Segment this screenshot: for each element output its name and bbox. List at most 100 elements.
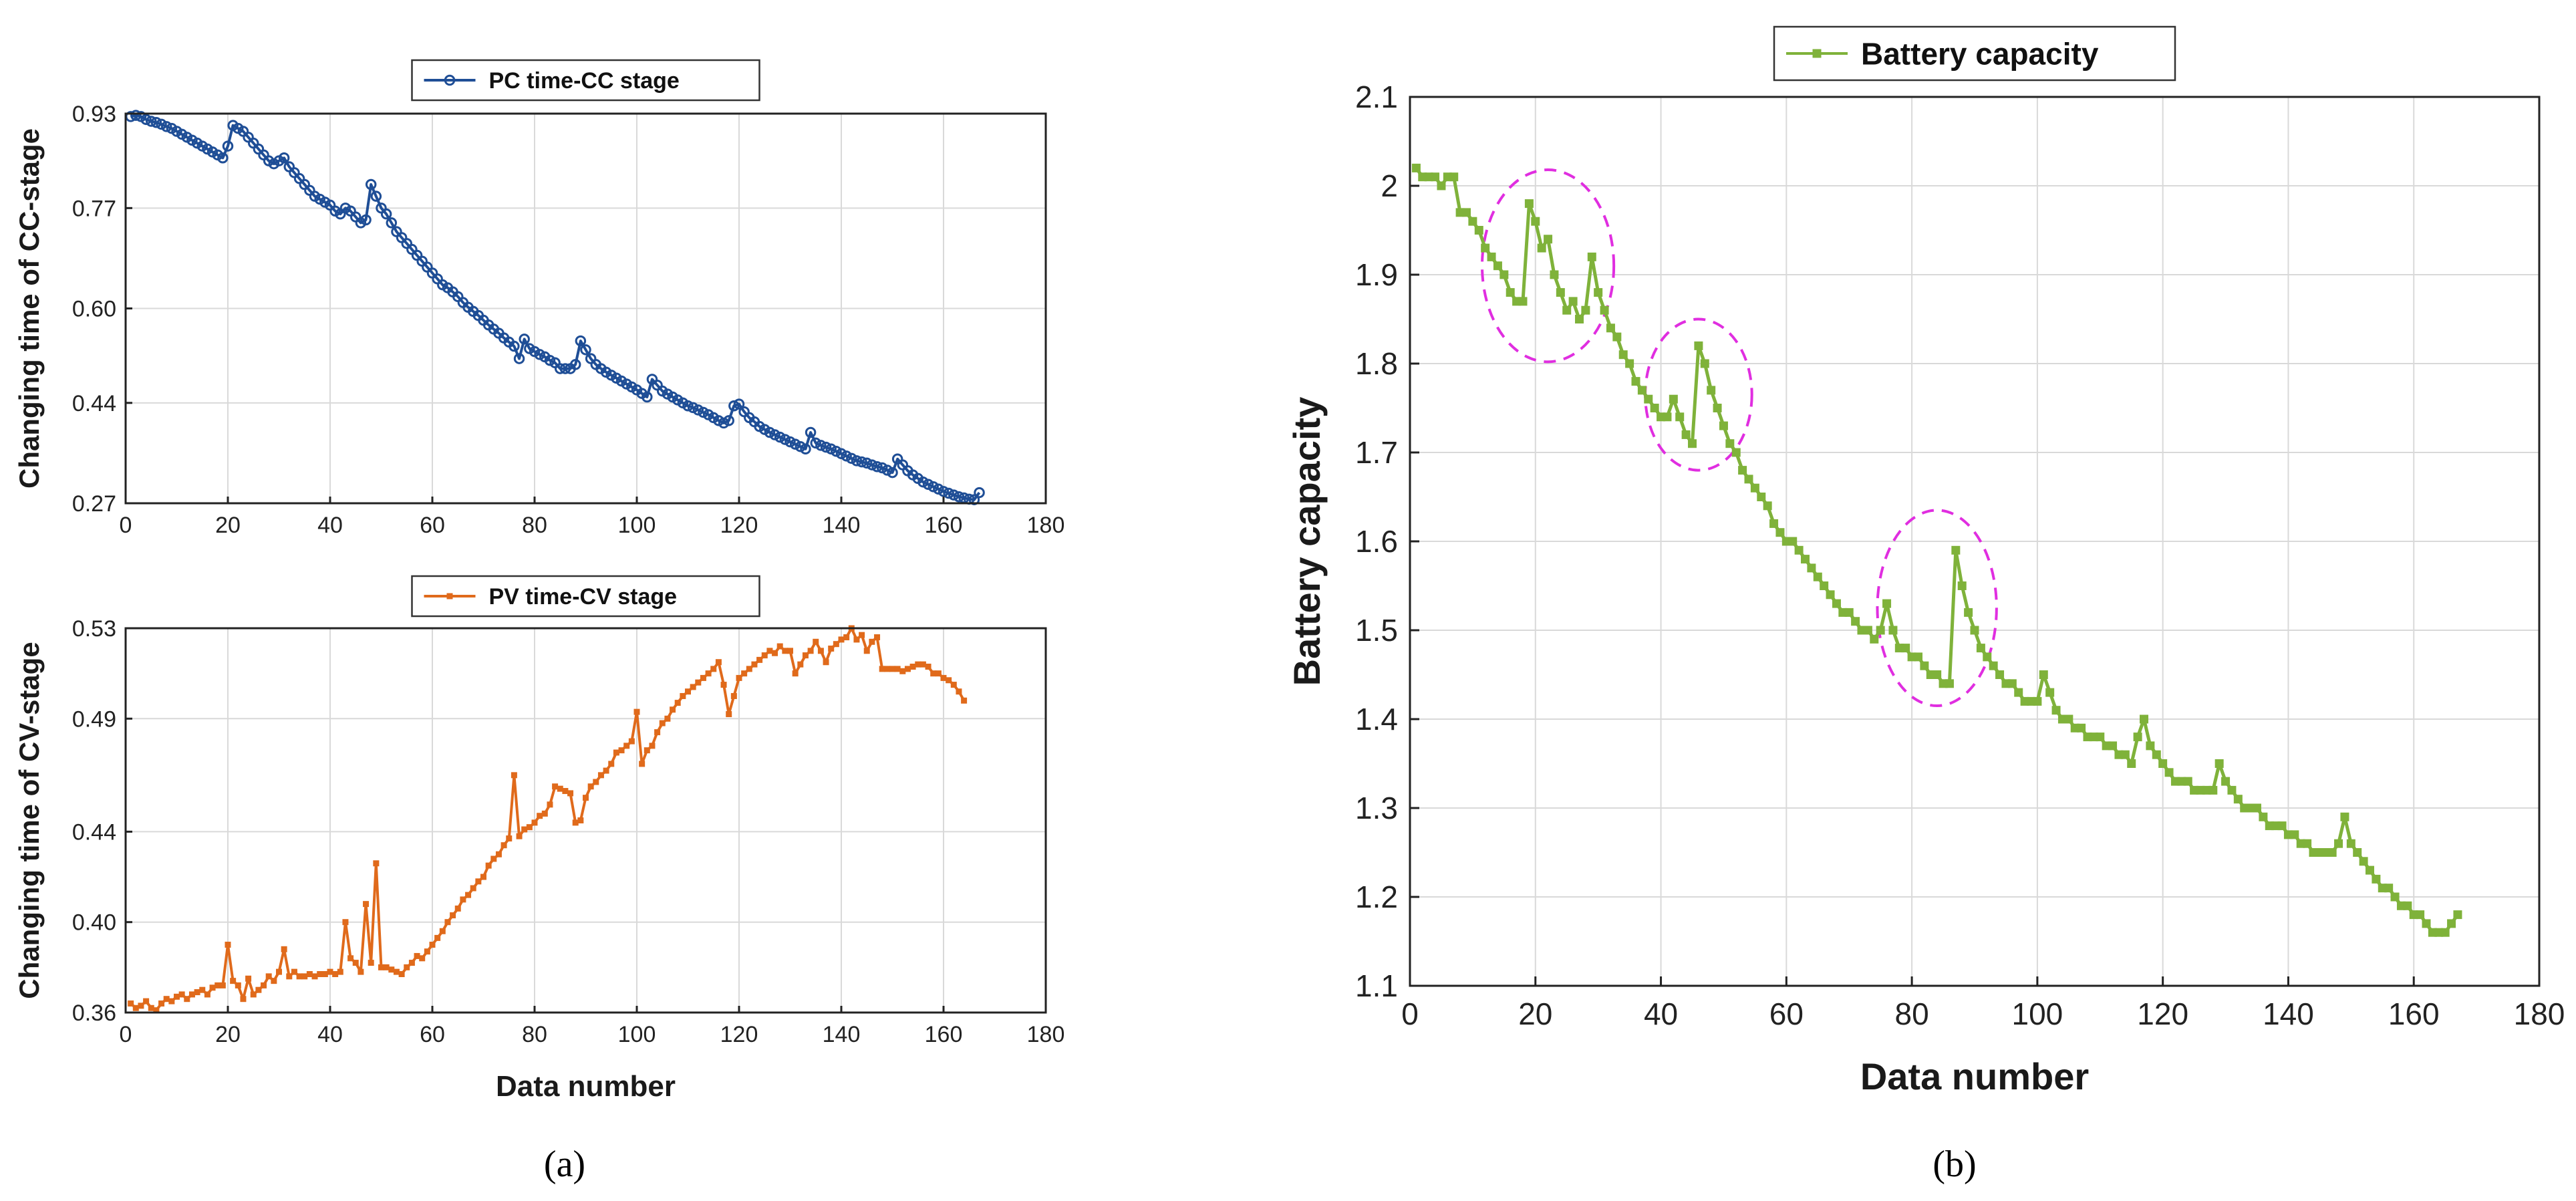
data-point — [1882, 599, 1892, 608]
data-point — [363, 901, 370, 908]
data-point — [761, 652, 768, 659]
data-point — [281, 946, 287, 952]
data-point — [1462, 208, 1471, 217]
data-point — [639, 761, 646, 767]
data-point — [188, 991, 195, 998]
data-point — [2277, 821, 2287, 831]
data-point — [835, 448, 847, 460]
data-point — [736, 674, 742, 681]
data-point — [225, 942, 231, 948]
data-point — [230, 978, 237, 984]
data-point — [386, 217, 398, 229]
data-point — [685, 688, 691, 695]
tick-label-y: 0.49 — [72, 706, 116, 732]
data-point — [1763, 501, 1772, 511]
data-point — [398, 971, 405, 977]
data-point — [321, 971, 328, 977]
data-point — [531, 819, 538, 826]
data-point — [853, 636, 860, 643]
tick-label-x: 120 — [720, 513, 758, 538]
data-point — [2403, 901, 2412, 910]
data-point — [219, 982, 226, 988]
data-point — [700, 674, 706, 681]
tick-label-x: 100 — [618, 513, 656, 538]
data-point — [692, 404, 704, 416]
data-point — [841, 450, 852, 462]
data-point — [286, 973, 293, 980]
data-point — [628, 738, 635, 745]
chart-pc-time-cc-stage: 0 20 40 60 80 100 120 140 160 180 0.27 0.44 0.60 0.77… — [13, 59, 1065, 538]
data-point — [930, 670, 937, 677]
data-point — [874, 634, 881, 641]
data-point — [526, 824, 533, 831]
data-point — [2233, 795, 2243, 804]
data-point — [2416, 910, 2425, 920]
data-point — [2039, 670, 2048, 679]
data-point — [1757, 493, 1766, 501]
data-point — [774, 431, 786, 443]
data-point — [2353, 848, 2362, 857]
legend-marker — [446, 593, 453, 599]
tick-label-x: 20 — [215, 513, 241, 538]
data-point — [271, 978, 277, 984]
data-point — [1663, 412, 1672, 422]
data-point — [1719, 421, 1728, 430]
data-point — [633, 708, 640, 715]
tick-label-x: 20 — [1518, 996, 1552, 1031]
data-point — [904, 666, 911, 672]
data-point — [935, 670, 942, 677]
data-point — [317, 971, 323, 977]
data-point — [332, 971, 339, 977]
tick-label-y: 1.9 — [1355, 257, 1398, 292]
tick-label-y: 0.44 — [72, 819, 116, 845]
tick-label-y: 1.6 — [1355, 524, 1398, 559]
data-point — [802, 652, 809, 659]
data-point — [730, 692, 737, 699]
data-point — [1468, 217, 1477, 226]
data-point — [2014, 688, 2023, 697]
data-point — [813, 638, 819, 645]
tick-label-x: 80 — [522, 513, 547, 538]
data-point — [434, 934, 441, 941]
data-point — [1713, 404, 1722, 412]
data-point — [414, 952, 420, 959]
data-point — [184, 996, 190, 1003]
y-axis-label: Battery capacity — [1286, 397, 1328, 686]
data-point — [1681, 430, 1691, 439]
data-point — [370, 190, 382, 202]
data-point — [347, 955, 354, 962]
data-point — [603, 767, 609, 774]
data-point — [817, 648, 824, 654]
data-point — [2140, 714, 2148, 724]
data-point — [1964, 608, 1973, 617]
data-point — [2045, 688, 2055, 697]
data-point — [217, 152, 229, 164]
data-point — [490, 855, 497, 862]
data-point — [1675, 412, 1685, 422]
data-point — [1612, 332, 1622, 342]
data-point — [450, 912, 456, 919]
data-point — [710, 666, 717, 672]
data-point — [158, 1000, 165, 1007]
data-point — [439, 928, 446, 934]
data-point — [1731, 448, 1741, 457]
tick-label-y: 1.2 — [1355, 880, 1398, 914]
data-point — [2077, 723, 2086, 732]
data-point — [2340, 812, 2349, 821]
data-point — [583, 795, 589, 801]
data-point — [915, 661, 921, 668]
data-point — [2327, 848, 2337, 857]
data-point — [613, 749, 619, 756]
highlight-ellipse — [1876, 509, 1998, 708]
data-point — [779, 434, 791, 445]
data-point — [1644, 394, 1653, 404]
tick-label-x: 160 — [2388, 996, 2440, 1031]
data-point — [140, 114, 152, 126]
tick-label-x: 140 — [823, 513, 861, 538]
axes-frame — [124, 627, 1047, 1014]
legend-label: PC time-CC stage — [489, 68, 680, 94]
data-point — [782, 648, 789, 654]
tick-label-x: 180 — [1027, 513, 1065, 538]
data-point — [199, 986, 206, 993]
data-point — [805, 426, 817, 438]
